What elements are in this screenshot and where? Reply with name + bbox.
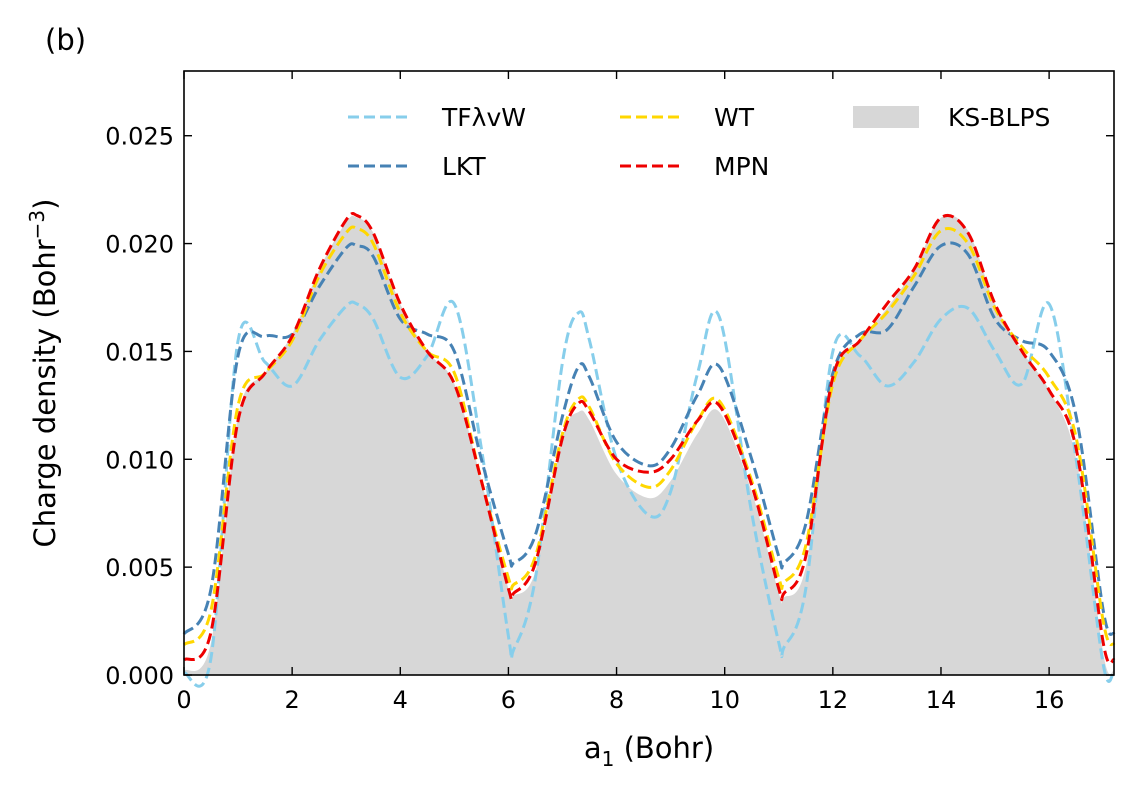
legend: TFλvW LKT WT MPN KS-BLPS bbox=[348, 103, 1050, 181]
x-tick-label: 10 bbox=[709, 686, 740, 714]
y-tick-label: 0.025 bbox=[105, 123, 174, 151]
legend-label-ks-blps: KS-BLPS bbox=[948, 103, 1050, 132]
legend-label-0: TFλvW bbox=[441, 103, 526, 132]
area-ks-blps bbox=[184, 214, 1114, 676]
x-tick-label: 8 bbox=[609, 686, 624, 714]
y-axis-label: Charge density (Bohr−3) bbox=[25, 199, 62, 548]
line-series-0 bbox=[182, 299, 1116, 688]
panel-label: (b) bbox=[45, 23, 86, 57]
line-series-3 bbox=[182, 212, 1116, 665]
x-tick-label: 4 bbox=[393, 686, 408, 714]
x-tick-label: 6 bbox=[501, 686, 516, 714]
y-tick-label: 0.020 bbox=[105, 231, 174, 259]
x-axis-label-sub: 1 bbox=[602, 747, 615, 771]
x-axis-label-main: a bbox=[584, 731, 602, 765]
plot-area bbox=[182, 212, 1116, 688]
x-tick-label: 12 bbox=[818, 686, 849, 714]
series-lines-layer bbox=[182, 212, 1116, 688]
x-axis-label-rest: (Bohr) bbox=[614, 731, 714, 765]
plot-frame bbox=[183, 70, 1115, 676]
legend-swatch-ks-blps bbox=[853, 106, 919, 128]
y-axis-label-end: ) bbox=[28, 199, 62, 210]
y-tick-label: 0.015 bbox=[105, 338, 174, 366]
x-tick-label: 2 bbox=[284, 686, 299, 714]
x-axis-label: a1 (Bohr) bbox=[584, 731, 714, 771]
ks-blps-fill-layer bbox=[184, 214, 1114, 676]
legend-label-2: WT bbox=[714, 103, 755, 132]
x-tick-label: 14 bbox=[926, 686, 957, 714]
y-tick-label: 0.005 bbox=[105, 554, 174, 582]
y-ticks: 0.000 0.005 0.010 0.015 0.020 0.025 bbox=[105, 123, 1114, 690]
line-series-2 bbox=[182, 225, 1116, 647]
line-series-1 bbox=[182, 241, 1116, 636]
y-tick-label: 0.000 bbox=[105, 662, 174, 690]
legend-label-1: LKT bbox=[442, 152, 486, 181]
x-tick-label: 16 bbox=[1034, 686, 1065, 714]
legend-label-3: MPN bbox=[714, 152, 769, 181]
y-tick-label: 0.010 bbox=[105, 446, 174, 474]
y-axis-label-main: Charge density (Bohr bbox=[28, 239, 62, 547]
y-axis-label-sup: −3 bbox=[25, 210, 49, 239]
x-ticks: 0 2 4 6 8 10 12 14 16 bbox=[176, 71, 1064, 714]
x-tick-label: 0 bbox=[176, 686, 191, 714]
